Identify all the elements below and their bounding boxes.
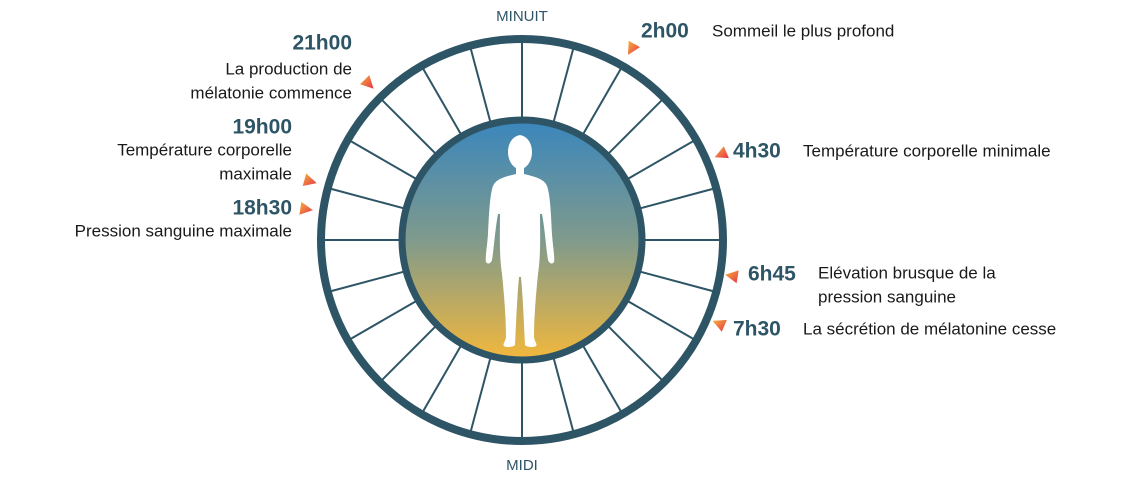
events: 2h00 Sommeil le plus profond 4h30 Températu… (75, 20, 1057, 341)
event-text: Pression sanguine maximale (75, 221, 292, 240)
segment-line (349, 299, 419, 341)
segment-line (552, 355, 575, 433)
event-text: La sécrétion de mélatonine cesse (803, 319, 1056, 338)
segment-line (469, 47, 492, 125)
event-time: 2h00 (641, 20, 689, 43)
event-text: La production de (225, 59, 352, 78)
event-time: 6h45 (748, 263, 796, 286)
event-text: Elévation brusque de la (818, 263, 996, 282)
event-time: 18h30 (232, 197, 292, 220)
segment-line (552, 47, 575, 125)
segment-line (421, 67, 463, 137)
human-figure (485, 135, 555, 348)
marker-triangle (712, 319, 727, 332)
event-text: maximale (219, 164, 292, 183)
segment-line (625, 299, 695, 341)
segment-line (421, 343, 463, 413)
segment-line (380, 324, 438, 382)
segment-line (581, 343, 623, 413)
segment-line (637, 270, 715, 293)
event-text: Température corporelle (117, 140, 292, 159)
top-label: MINUIT (496, 8, 548, 25)
marker-triangle (714, 146, 729, 159)
marker-triangle (360, 75, 374, 89)
segment-line (625, 139, 695, 181)
event-text: Température corporelle minimale (803, 141, 1051, 160)
event-time: 4h30 (733, 140, 781, 163)
segment-line (329, 187, 407, 210)
event-text: mélatonie commence (190, 83, 352, 102)
segment-line (581, 67, 623, 137)
marker-triangle (725, 270, 739, 284)
segment-line (380, 98, 438, 156)
event-text: Sommeil le plus profond (712, 21, 894, 40)
segment-line (606, 98, 664, 156)
segment-line (329, 270, 407, 293)
event-time: 7h30 (733, 318, 781, 341)
event-time: 19h00 (232, 116, 292, 139)
segment-line (637, 187, 715, 210)
segment-line (349, 139, 419, 181)
bottom-label: MIDI (506, 457, 538, 474)
segment-line (469, 355, 492, 433)
event-text: pression sanguine (818, 287, 956, 306)
marker-triangle (299, 201, 313, 215)
marker-triangle (302, 173, 317, 186)
marker-triangle (628, 40, 640, 55)
segment-line (606, 324, 664, 382)
event-time: 21h00 (292, 32, 352, 55)
